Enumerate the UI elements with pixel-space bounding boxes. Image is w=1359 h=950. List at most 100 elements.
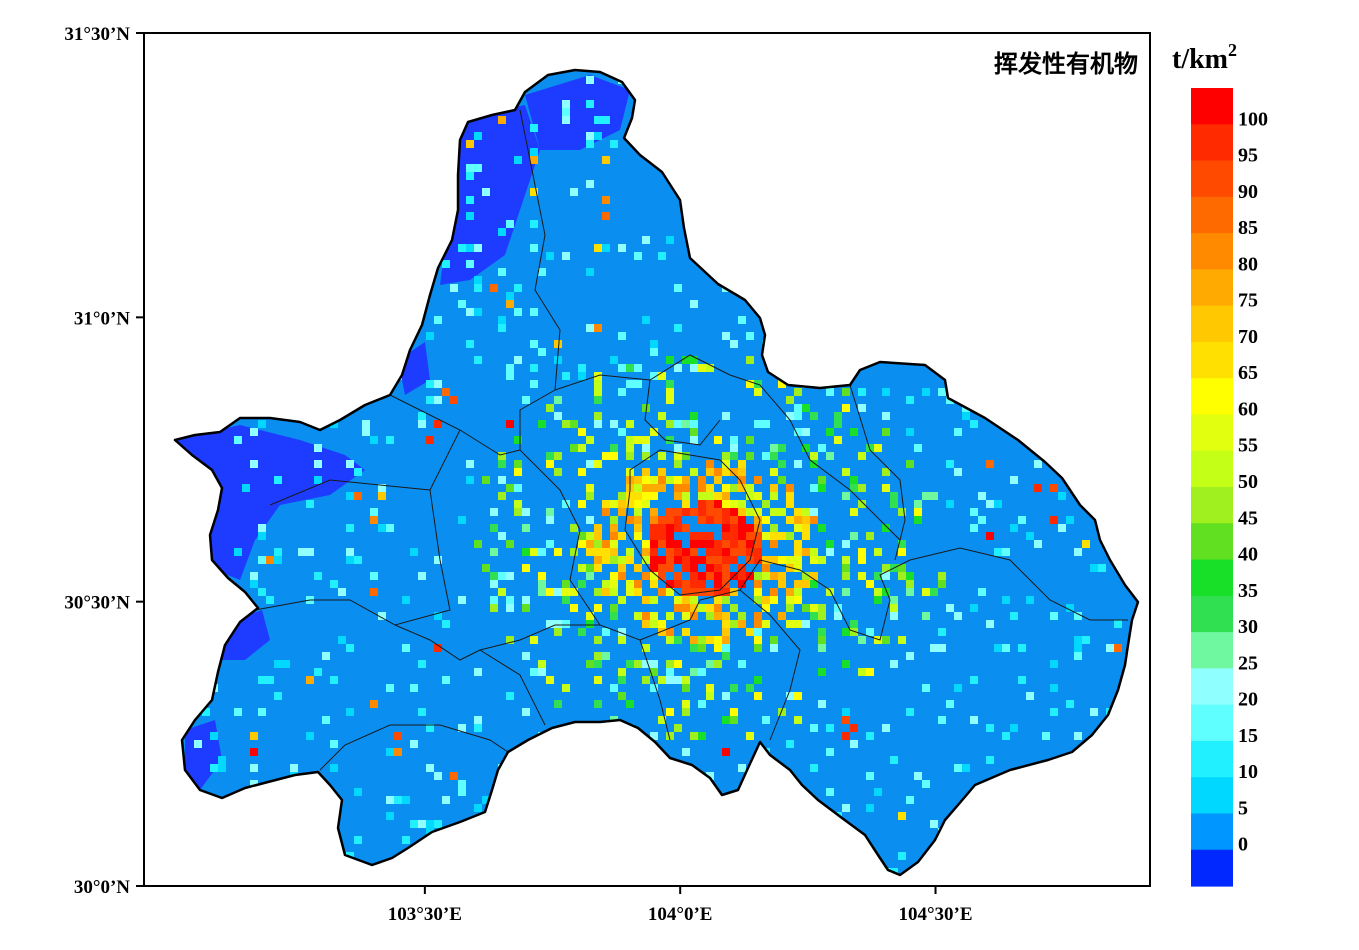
colorbar-swatch — [1191, 341, 1233, 379]
emission-cell — [706, 572, 714, 580]
emission-cell — [842, 732, 850, 740]
emission-cell — [730, 548, 738, 556]
emission-cell — [810, 548, 818, 556]
emission-cell — [514, 436, 522, 444]
emission-cell — [698, 636, 706, 644]
emission-cell — [410, 684, 418, 692]
emission-cell — [562, 580, 570, 588]
colorbar-label: 90 — [1238, 181, 1258, 203]
emission-cell — [642, 476, 650, 484]
emission-cell — [634, 476, 642, 484]
emission-cell — [458, 244, 466, 252]
emission-cell — [370, 572, 378, 580]
emission-cell — [562, 372, 570, 380]
emission-cell — [546, 588, 554, 596]
colorbar-label: 70 — [1238, 326, 1258, 348]
emission-cell — [682, 420, 690, 428]
emission-cell — [858, 404, 866, 412]
colorbar-swatch — [1191, 233, 1233, 270]
emission-cell — [506, 220, 514, 228]
emission-cell — [770, 636, 778, 644]
emission-cell — [706, 660, 714, 668]
emission-cell — [618, 556, 626, 564]
emission-cell — [610, 524, 618, 532]
emission-cell — [738, 508, 746, 516]
emission-cell — [922, 780, 930, 788]
emission-cell — [898, 548, 906, 556]
district-boundary — [254, 429, 461, 626]
emission-cell — [802, 508, 810, 516]
emission-cell — [882, 484, 890, 492]
colorbar-label: 80 — [1238, 253, 1258, 275]
emission-cell — [594, 244, 602, 252]
emission-cell — [626, 588, 634, 596]
emission-cell — [562, 252, 570, 260]
colorbar-swatch — [1191, 777, 1233, 815]
emission-cell — [602, 116, 610, 124]
emission-cell — [370, 508, 378, 516]
emission-cell — [826, 748, 834, 756]
emission-cell — [834, 420, 842, 428]
emission-cell — [602, 452, 610, 460]
emission-cell — [522, 604, 530, 612]
emission-cell — [674, 508, 682, 516]
emission-cell — [986, 460, 994, 468]
emission-cell — [634, 524, 642, 532]
emission-cell — [578, 468, 586, 476]
emission-cell — [738, 524, 746, 532]
emission-cell — [642, 540, 650, 548]
emission-cell — [586, 660, 594, 668]
emission-cell — [626, 364, 634, 372]
emission-cell — [810, 460, 818, 468]
emission-cell — [258, 588, 266, 596]
emission-cell — [946, 604, 954, 612]
emission-cell — [466, 164, 474, 172]
emission-cell — [658, 620, 666, 628]
emission-cell — [346, 708, 354, 716]
emission-cell — [530, 380, 538, 388]
emission-cell — [802, 444, 810, 452]
emission-cell — [954, 468, 962, 476]
emission-cell — [770, 588, 778, 596]
emission-cell — [762, 532, 770, 540]
emission-cell — [522, 524, 530, 532]
colorbar-label: 100 — [1238, 108, 1268, 130]
emission-cell — [250, 572, 258, 580]
emission-cell — [826, 588, 834, 596]
emission-cell — [570, 548, 578, 556]
emission-cell — [850, 620, 858, 628]
emission-cell — [794, 460, 802, 468]
emission-cell — [746, 684, 754, 692]
emission-cell — [794, 548, 802, 556]
emission-cell — [698, 492, 706, 500]
emission-cell — [602, 540, 610, 548]
colorbar-label: 35 — [1238, 580, 1258, 602]
emission-cell — [530, 636, 538, 644]
emission-cell — [402, 644, 410, 652]
emission-cell — [1010, 476, 1018, 484]
district-boundary — [624, 449, 761, 596]
emission-cell — [266, 556, 274, 564]
emission-cell — [546, 676, 554, 684]
colorbar-labels: 1009590858075706560555045403530252015105… — [1238, 108, 1268, 855]
emission-cell — [658, 412, 666, 420]
emission-cell — [810, 580, 818, 588]
emission-cell — [306, 500, 314, 508]
emission-cell — [1034, 484, 1042, 492]
emission-cell — [498, 116, 506, 124]
emission-cell — [210, 732, 218, 740]
emission-cell — [874, 588, 882, 596]
emission-cell — [762, 556, 770, 564]
emission-cell — [426, 332, 434, 340]
emission-cell — [474, 284, 482, 292]
emission-cell — [250, 428, 258, 436]
emission-cell — [714, 540, 722, 548]
emission-cell — [674, 548, 682, 556]
emission-cell — [690, 532, 698, 540]
emission-cell — [722, 524, 730, 532]
emission-cell — [682, 596, 690, 604]
emission-cell — [666, 380, 674, 388]
emission-cell — [258, 532, 266, 540]
emission-cell — [890, 500, 898, 508]
emission-cell — [770, 524, 778, 532]
